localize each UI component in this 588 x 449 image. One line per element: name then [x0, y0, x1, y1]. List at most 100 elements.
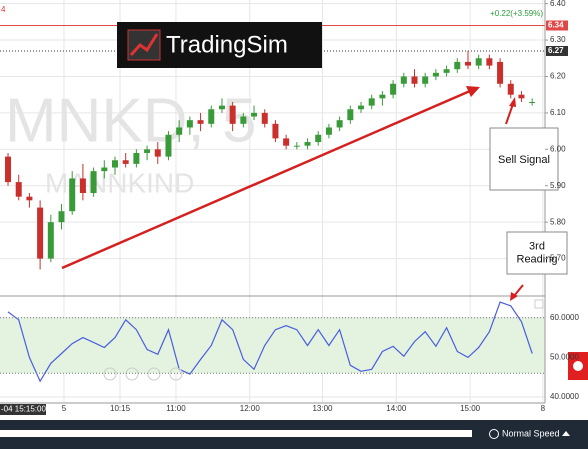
- candle-body: [411, 76, 418, 84]
- arrow-line: [61, 89, 471, 270]
- candle-body: [390, 83, 397, 95]
- candle-body: [144, 149, 151, 153]
- osc-controls: [103, 299, 544, 381]
- candle-body: [325, 127, 332, 135]
- candle-body: [251, 112, 258, 117]
- candle-body: [90, 171, 97, 194]
- y-tick-label: 6.10: [550, 108, 566, 117]
- candle-body: [26, 196, 33, 201]
- osc-tick-label: 60.0000: [550, 313, 579, 322]
- candle-body: [47, 222, 54, 259]
- candle-body: [293, 145, 300, 147]
- candle-body: [197, 120, 204, 124]
- y-tick-label: 6.30: [550, 35, 566, 44]
- pane-button[interactable]: [534, 299, 544, 309]
- price-tag-label: 6.34: [548, 21, 564, 30]
- callout: [506, 231, 568, 275]
- price-tag: [546, 20, 568, 31]
- control-icon[interactable]: [103, 367, 117, 381]
- watermark-symbol: MNKD, 5: [5, 86, 256, 155]
- candle-body: [154, 149, 161, 157]
- logo: TradingSim: [117, 22, 322, 68]
- y-tick-label: 5.80: [550, 217, 566, 226]
- change-label: +0.22(+3.59%): [490, 9, 543, 18]
- logo-icon: [129, 33, 159, 57]
- candle-body: [475, 58, 482, 66]
- candle-body: [122, 160, 129, 164]
- candle-body: [464, 61, 471, 66]
- candle-body: [379, 94, 386, 99]
- candle-body: [443, 69, 450, 73]
- candle-body: [208, 109, 215, 124]
- progress-bar[interactable]: [0, 430, 472, 437]
- y-tick-label: 6.40: [550, 0, 566, 8]
- candle-body: [37, 207, 44, 259]
- candle-body: [454, 61, 461, 70]
- candle-body: [133, 152, 140, 164]
- candle-body: [315, 134, 322, 143]
- candle-body: [486, 58, 493, 66]
- x-tick-label: 10:15: [110, 404, 131, 413]
- logo-text: TradingSim: [166, 31, 288, 58]
- x-tick-label: 15:00: [460, 404, 481, 413]
- candle-body: [432, 72, 439, 77]
- candle-body: [358, 105, 365, 110]
- osc-tick-label: 40.0000: [550, 392, 579, 401]
- candle-body: [5, 156, 12, 183]
- osc-tick-label: 50.0000: [550, 353, 579, 362]
- x-tick-label: 5: [62, 404, 67, 413]
- bug-icon: [573, 361, 583, 371]
- candle-body: [272, 123, 279, 139]
- y-tick-label: 5.90: [550, 181, 566, 190]
- x-tick-label: 13:00: [312, 404, 333, 413]
- corner-label: 4: [1, 5, 6, 14]
- y-tick-label: 6.20: [550, 72, 566, 81]
- plot: [0, 24, 545, 383]
- candle-body: [79, 178, 86, 194]
- candle-body: [176, 127, 183, 135]
- control-icon[interactable]: [125, 367, 139, 381]
- candle-body: [529, 101, 536, 103]
- arrow-line: [505, 103, 514, 125]
- arrow-head: [510, 292, 518, 301]
- candle-body: [347, 109, 354, 121]
- watermark-company: MANNKIND: [45, 167, 194, 198]
- control-icon[interactable]: [147, 367, 161, 381]
- control-icon[interactable]: [169, 367, 183, 381]
- speed-caret[interactable]: [562, 431, 570, 436]
- candle-body: [218, 105, 225, 110]
- x-tick-label: 11:00: [166, 404, 186, 413]
- x-tick-label: 12:00: [240, 404, 261, 413]
- price-tag: [546, 45, 568, 56]
- candle-body: [368, 98, 375, 106]
- trend-arrow: [61, 86, 524, 301]
- candle-body: [229, 105, 236, 124]
- candle-body: [507, 83, 514, 95]
- y-tick-label: 5.70: [550, 254, 566, 263]
- candle-body: [58, 211, 65, 223]
- candle-body: [15, 182, 22, 197]
- arrow-line: [513, 284, 524, 297]
- speed-label[interactable]: Normal Speed: [502, 428, 560, 438]
- cursor-box: [0, 404, 46, 415]
- callout: [489, 127, 559, 191]
- callout-text: 3rd Reading: [517, 240, 558, 265]
- speed-icon: [489, 429, 499, 439]
- cursor-label: -04 15:15:00: [1, 405, 46, 414]
- candle-body: [422, 76, 429, 84]
- candle-body: [101, 167, 108, 172]
- x-tick-label: 8: [541, 404, 546, 413]
- arrow-head: [466, 86, 480, 97]
- arrow-head: [509, 97, 516, 107]
- candle-body: [165, 134, 172, 157]
- candle-body: [69, 178, 76, 212]
- x-tick-label: 14:00: [386, 404, 407, 413]
- candle-body: [111, 160, 118, 168]
- candle-body: [283, 138, 290, 146]
- y-tick-label: 6.00: [550, 144, 566, 153]
- candle-body: [518, 94, 525, 99]
- candle-body: [240, 116, 247, 124]
